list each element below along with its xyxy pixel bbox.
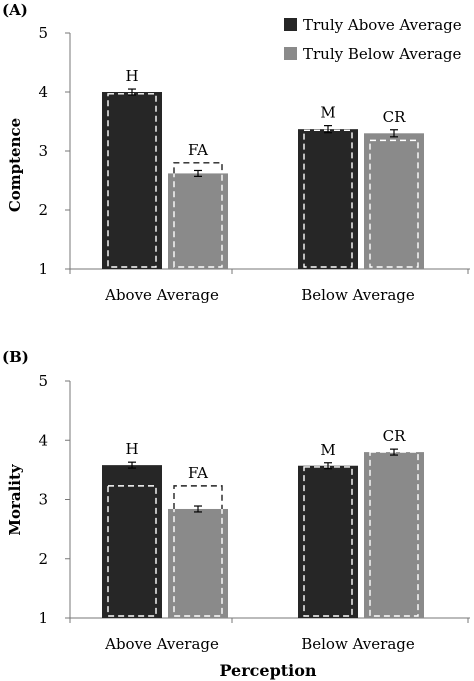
panel-b-y-axis-label: Morality bbox=[6, 463, 24, 536]
panel-b-bar bbox=[102, 465, 162, 618]
panel-b-dashed-outline bbox=[173, 485, 223, 617]
legend-swatch-series-1 bbox=[284, 18, 297, 31]
panel-b-label: (B) bbox=[2, 348, 29, 366]
legend: Truly Above Average Truly Below Average bbox=[284, 16, 462, 63]
panel-b-bar-annotation: H bbox=[125, 440, 138, 458]
panel-b-y-tick-label: 2 bbox=[38, 550, 48, 568]
panel-a-y-tick-label: 3 bbox=[38, 142, 48, 160]
panel-a-bar bbox=[364, 133, 424, 269]
panel-b-bar-annotation: FA bbox=[188, 464, 208, 482]
panel-a-bar bbox=[102, 92, 162, 269]
panel-b-category-label: Above Average bbox=[104, 635, 219, 653]
panel-a-y-tick-label: 4 bbox=[38, 83, 48, 101]
panel-b-y-tick-label: 5 bbox=[38, 372, 48, 390]
panel-a: (A) Comptence Truly Above Average Truly … bbox=[2, 1, 470, 304]
panel-b-category-label: Below Average bbox=[301, 635, 415, 653]
panel-b-y-tick-label: 4 bbox=[38, 431, 48, 449]
panel-b-bar-annotation: M bbox=[320, 441, 335, 459]
panel-a-y-tick-label: 2 bbox=[38, 201, 48, 219]
panel-a-category-label: Below Average bbox=[301, 286, 415, 304]
panel-b-dashed-outline-top bbox=[173, 485, 223, 509]
panel-b-dashed-outline bbox=[107, 485, 157, 617]
panel-a-dashed-outline bbox=[369, 139, 419, 268]
legend-label-series-1: Truly Above Average bbox=[303, 16, 462, 34]
panel-a-y-tick-label: 1 bbox=[38, 260, 48, 278]
panel-a-bar-annotation: CR bbox=[383, 108, 406, 126]
legend-label-series-2: Truly Below Average bbox=[303, 45, 462, 63]
panel-a-bar-annotation: FA bbox=[188, 141, 208, 159]
panel-a-y-tick-label: 5 bbox=[38, 24, 48, 42]
panel-a-y-axis-label: Comptence bbox=[6, 118, 24, 212]
panel-b-bar-annotation: CR bbox=[383, 427, 406, 445]
panel-b-bar bbox=[364, 452, 424, 618]
panel-b: (B) Morality Perception 1 2 3 4 5 Above Avera… bbox=[2, 348, 470, 680]
panel-a-label: (A) bbox=[2, 1, 28, 19]
legend-swatch-series-2 bbox=[284, 47, 297, 60]
panel-a-category-label: Above Average bbox=[104, 286, 219, 304]
panel-b-bar bbox=[298, 465, 358, 618]
panel-b-y-tick-label: 3 bbox=[38, 491, 48, 509]
panel-a-dashed-outline-top bbox=[173, 162, 223, 174]
panel-a-bar bbox=[298, 129, 358, 269]
panel-b-y-tick-label: 1 bbox=[38, 609, 48, 627]
panel-a-bar-annotation: H bbox=[125, 67, 138, 85]
panel-b-bar bbox=[168, 508, 228, 618]
panel-b-x-axis-label: Perception bbox=[219, 661, 316, 680]
panel-a-bar-annotation: M bbox=[320, 104, 335, 122]
panel-a-bar bbox=[168, 173, 228, 269]
